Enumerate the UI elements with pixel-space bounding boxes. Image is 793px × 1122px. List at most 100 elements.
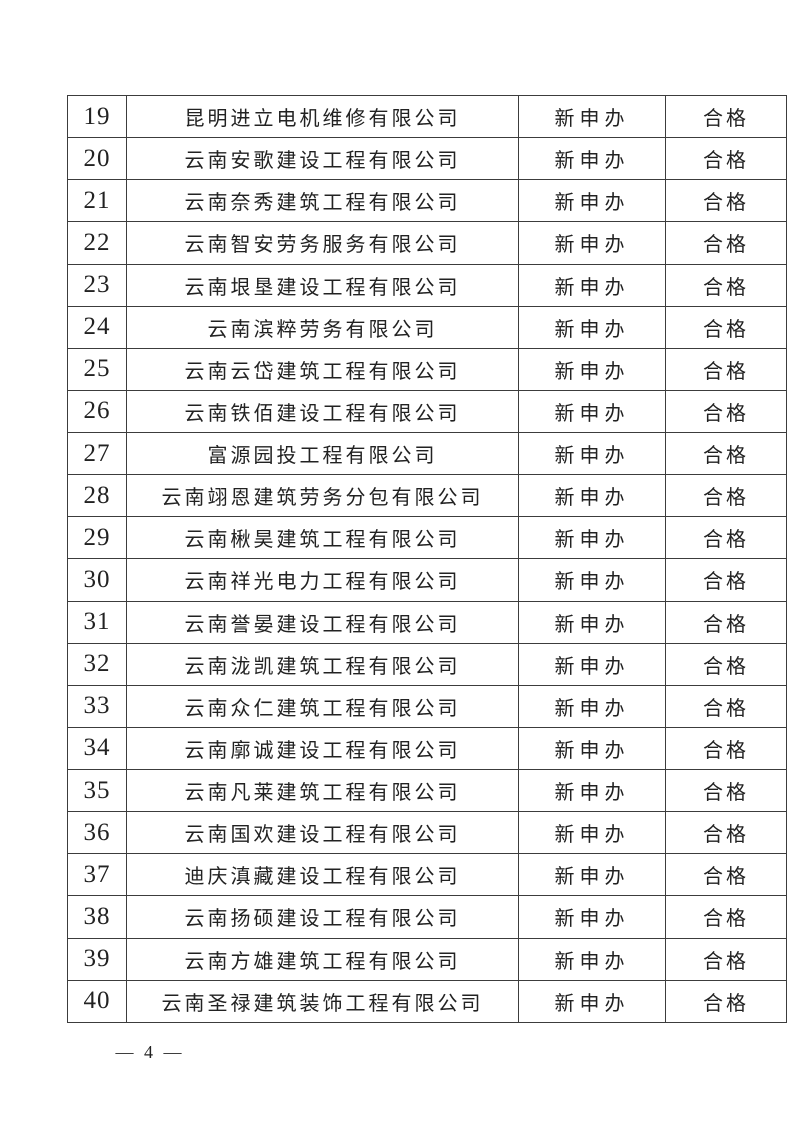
application-type-cell: 新申办 <box>518 811 666 855</box>
result-cell: 合格 <box>665 474 787 518</box>
result-cell: 合格 <box>665 305 787 349</box>
company-name-cell: 云南楸昊建筑工程有限公司 <box>126 516 519 560</box>
row-number-cell: 35 <box>67 768 127 813</box>
company-name-cell: 云南智安劳务服务有限公司 <box>126 221 519 265</box>
result-cell: 合格 <box>665 431 787 476</box>
table-row: 21 云南奈秀建筑工程有限公司 新申办 合格 <box>67 179 787 223</box>
company-name-cell: 昆明进立电机维修有限公司 <box>126 94 519 139</box>
application-type-cell: 新申办 <box>518 347 666 391</box>
result-cell: 合格 <box>665 937 787 981</box>
application-type-cell: 新申办 <box>518 94 666 139</box>
result-cell: 合格 <box>665 979 787 1024</box>
company-name-cell: 云南奈秀建筑工程有限公司 <box>126 179 519 223</box>
row-number-cell: 26 <box>67 389 127 434</box>
result-cell: 合格 <box>665 137 787 181</box>
table-row: 23 云南垠垦建设工程有限公司 新申办 合格 <box>67 263 787 307</box>
result-cell: 合格 <box>665 811 787 855</box>
company-name-cell: 云南安歌建设工程有限公司 <box>126 137 519 181</box>
application-type-cell: 新申办 <box>518 684 666 728</box>
row-number-cell: 19 <box>67 94 127 139</box>
row-number-cell: 38 <box>67 895 127 939</box>
application-type-cell: 新申办 <box>518 600 666 644</box>
result-cell: 合格 <box>665 768 787 813</box>
company-name-cell: 云南泷凯建筑工程有限公司 <box>126 642 519 686</box>
table-row: 34 云南廓诚建设工程有限公司 新申办 合格 <box>67 726 787 771</box>
table-row: 24 云南滨粹劳务有限公司 新申办 合格 <box>67 305 787 349</box>
result-cell: 合格 <box>665 389 787 434</box>
table-row: 30 云南祥光电力工程有限公司 新申办 合格 <box>67 558 787 602</box>
company-name-cell: 云南翊恩建筑劳务分包有限公司 <box>126 474 519 518</box>
row-number-cell: 23 <box>67 263 127 307</box>
table-row: 29 云南楸昊建筑工程有限公司 新申办 合格 <box>67 516 787 560</box>
table-row: 31 云南誉晏建设工程有限公司 新申办 合格 <box>67 600 787 644</box>
result-cell: 合格 <box>665 179 787 223</box>
row-number-cell: 33 <box>67 684 127 728</box>
table-row: 39 云南方雄建筑工程有限公司 新申办 合格 <box>67 937 787 981</box>
company-name-cell: 云南云岱建筑工程有限公司 <box>126 347 519 391</box>
table-row: 22 云南智安劳务服务有限公司 新申办 合格 <box>67 221 787 265</box>
company-name-cell: 云南方雄建筑工程有限公司 <box>126 937 519 981</box>
application-type-cell: 新申办 <box>518 137 666 181</box>
row-number-cell: 36 <box>67 811 127 855</box>
row-number-cell: 27 <box>67 431 127 476</box>
table-row: 33 云南众仁建筑工程有限公司 新申办 合格 <box>67 684 787 728</box>
result-cell: 合格 <box>665 642 787 686</box>
application-type-cell: 新申办 <box>518 474 666 518</box>
application-type-cell: 新申办 <box>518 937 666 981</box>
application-type-cell: 新申办 <box>518 516 666 560</box>
row-number-cell: 29 <box>67 516 127 560</box>
result-cell: 合格 <box>665 263 787 307</box>
row-number-cell: 20 <box>67 137 127 181</box>
row-number-cell: 25 <box>67 347 127 391</box>
table-body: 19 昆明进立电机维修有限公司 新申办 合格 20 云南安歌建设工程有限公司 新… <box>67 94 787 1024</box>
page-number: — 4 — <box>115 1042 185 1062</box>
row-number-cell: 31 <box>67 600 127 644</box>
row-number-cell: 21 <box>67 179 127 223</box>
company-name-cell: 云南廓诚建设工程有限公司 <box>126 726 519 771</box>
application-type-cell: 新申办 <box>518 853 666 897</box>
application-type-cell: 新申办 <box>518 263 666 307</box>
company-name-cell: 云南众仁建筑工程有限公司 <box>126 684 519 728</box>
table-row: 25 云南云岱建筑工程有限公司 新申办 合格 <box>67 347 787 391</box>
application-type-cell: 新申办 <box>518 642 666 686</box>
row-number-cell: 34 <box>67 726 127 771</box>
company-name-cell: 云南祥光电力工程有限公司 <box>126 558 519 602</box>
company-name-cell: 云南誉晏建设工程有限公司 <box>126 600 519 644</box>
table-row: 38 云南扬硕建设工程有限公司 新申办 合格 <box>67 895 787 939</box>
table-row: 28 云南翊恩建筑劳务分包有限公司 新申办 合格 <box>67 474 787 518</box>
result-cell: 合格 <box>665 726 787 771</box>
result-cell: 合格 <box>665 221 787 265</box>
company-name-cell: 云南垠垦建设工程有限公司 <box>126 263 519 307</box>
application-type-cell: 新申办 <box>518 221 666 265</box>
application-type-cell: 新申办 <box>518 895 666 939</box>
row-number-cell: 39 <box>67 937 127 981</box>
company-name-cell: 云南滨粹劳务有限公司 <box>126 305 519 349</box>
table-row: 40 云南圣禄建筑装饰工程有限公司 新申办 合格 <box>67 979 787 1024</box>
table-row: 26 云南铁佰建设工程有限公司 新申办 合格 <box>67 389 787 434</box>
row-number-cell: 22 <box>67 221 127 265</box>
result-cell: 合格 <box>665 347 787 391</box>
result-cell: 合格 <box>665 853 787 897</box>
application-type-cell: 新申办 <box>518 979 666 1024</box>
company-name-cell: 云南铁佰建设工程有限公司 <box>126 389 519 434</box>
row-number-cell: 24 <box>67 305 127 349</box>
company-review-table: 19 昆明进立电机维修有限公司 新申办 合格 20 云南安歌建设工程有限公司 新… <box>67 94 787 1024</box>
table-row: 32 云南泷凯建筑工程有限公司 新申办 合格 <box>67 642 787 686</box>
table-row: 36 云南国欢建设工程有限公司 新申办 合格 <box>67 811 787 855</box>
result-cell: 合格 <box>665 516 787 560</box>
application-type-cell: 新申办 <box>518 768 666 813</box>
row-number-cell: 30 <box>67 558 127 602</box>
company-name-cell: 云南扬硕建设工程有限公司 <box>126 895 519 939</box>
result-cell: 合格 <box>665 684 787 728</box>
result-cell: 合格 <box>665 895 787 939</box>
result-cell: 合格 <box>665 600 787 644</box>
row-number-cell: 28 <box>67 474 127 518</box>
application-type-cell: 新申办 <box>518 305 666 349</box>
application-type-cell: 新申办 <box>518 179 666 223</box>
application-type-cell: 新申办 <box>518 389 666 434</box>
table-row: 37 迪庆滇藏建设工程有限公司 新申办 合格 <box>67 853 787 897</box>
result-cell: 合格 <box>665 94 787 139</box>
application-type-cell: 新申办 <box>518 431 666 476</box>
row-number-cell: 40 <box>67 979 127 1024</box>
company-name-cell: 云南凡莱建筑工程有限公司 <box>126 768 519 813</box>
